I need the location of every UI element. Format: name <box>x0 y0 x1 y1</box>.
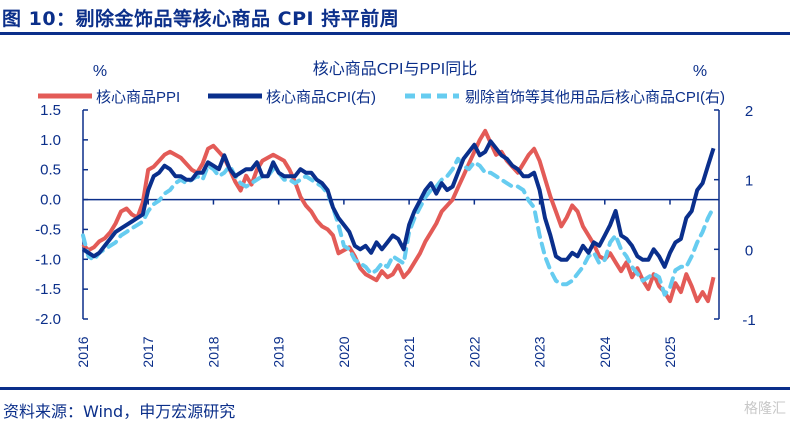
left-tick-label: 0.5 <box>40 162 61 179</box>
left-tick-label: -0.5 <box>35 221 61 238</box>
x-tick-label: 2023 <box>532 336 548 367</box>
x-tick-label: 2020 <box>336 336 352 367</box>
chart-title: 核心商品CPI与PPI同比 <box>313 60 477 78</box>
legend-label-cpi: 核心商品CPI(右) <box>266 89 376 106</box>
series-line-cpi <box>81 139 716 269</box>
x-tick-label: 2025 <box>662 336 678 367</box>
title-rule <box>0 32 790 35</box>
left-tick-label: -1.5 <box>35 281 61 298</box>
right-tick-label: -1 <box>742 312 755 329</box>
left-tick-label: -2.0 <box>35 311 61 328</box>
right-tick-label: 1 <box>745 173 753 190</box>
figure-title: 图 10：剔除金饰品等核心商品 CPI 持平前周 <box>2 8 400 30</box>
x-tick-label: 2017 <box>140 336 156 367</box>
right-tick-label: 0 <box>745 242 753 259</box>
footer-rule <box>0 387 790 390</box>
chart: % 核心商品CPI与PPI同比 % 核心商品PPI 核心商品CPI(右) 剔除首… <box>35 60 756 368</box>
x-tick-label: 2019 <box>271 336 287 367</box>
x-tick-label: 2016 <box>75 336 91 367</box>
series-line-cpi_ex <box>81 156 716 297</box>
x-tick-label: 2022 <box>466 336 482 367</box>
left-tick-label: 1.0 <box>40 132 61 149</box>
tick-labels: 1.5 1.0 0.5 0.0 -0.5 -1.0 -1.5 -2.0 2 1 0 -1 2016 201… <box>35 102 756 368</box>
legend-label-ppi: 核心商品PPI <box>96 89 180 106</box>
x-tick-label: 2018 <box>205 336 221 367</box>
x-tick-label: 2021 <box>401 336 417 367</box>
left-tick-label: -1.0 <box>35 251 61 268</box>
right-axis-unit: % <box>693 63 707 80</box>
source-note: 资料来源：Wind，申万宏源研究 <box>3 402 236 421</box>
legend-label-cpi-ex: 剔除首饰等其他用品后核心商品CPI(右) <box>465 88 725 106</box>
x-tick-label: 2024 <box>597 336 613 367</box>
watermark: 格隆汇 <box>744 401 786 417</box>
left-axis-unit: % <box>93 63 107 80</box>
series-line-ppi <box>81 128 716 304</box>
axes <box>82 109 720 320</box>
series-group <box>81 128 716 304</box>
left-tick-label: 1.5 <box>40 102 61 119</box>
right-tick-label: 2 <box>745 103 753 120</box>
left-tick-label: 0.0 <box>40 192 61 209</box>
legend: 核心商品PPI 核心商品CPI(右) 剔除首饰等其他用品后核心商品CPI(右) <box>38 88 725 106</box>
